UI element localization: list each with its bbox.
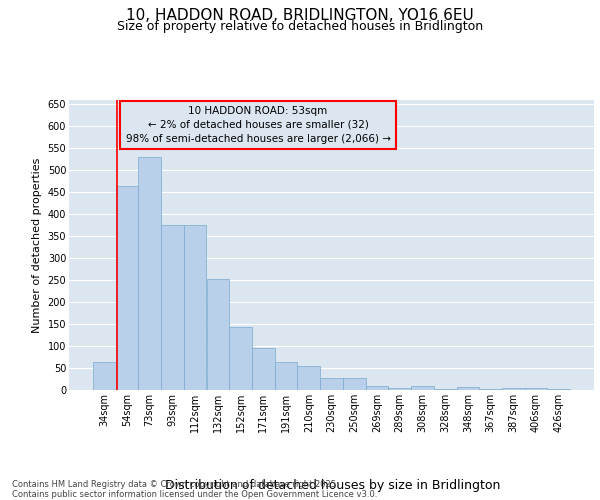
Text: Contains HM Land Registry data © Crown copyright and database right 2025.
Contai: Contains HM Land Registry data © Crown c… [12,480,377,499]
Text: Size of property relative to detached houses in Bridlington: Size of property relative to detached ho… [117,20,483,33]
Bar [229,327,252,390]
Bar [161,225,184,390]
Text: 10 HADDON ROAD: 53sqm
← 2% of detached houses are smaller (32)
98% of semi-detac: 10 HADDON ROAD: 53sqm ← 2% of detached h… [125,106,391,144]
Text: 10, HADDON ROAD, BRIDLINGTON, YO16 6EU: 10, HADDON ROAD, BRIDLINGTON, YO16 6EU [126,8,474,22]
Bar [298,366,320,390]
Bar [457,387,479,390]
Bar [365,386,388,390]
Bar [547,388,570,390]
Bar [275,362,298,390]
Bar [388,388,411,390]
Bar [184,225,206,390]
Bar [502,388,524,390]
Bar [252,348,275,390]
Text: Distribution of detached houses by size in Bridlington: Distribution of detached houses by size … [166,480,500,492]
Bar [343,378,365,390]
Bar [524,388,547,390]
Bar [93,362,116,390]
Bar [479,388,502,390]
Bar [411,386,434,390]
Y-axis label: Number of detached properties: Number of detached properties [32,158,42,332]
Bar [434,388,457,390]
Bar [320,378,343,390]
Bar [139,157,161,390]
Bar [206,280,229,390]
Bar [116,186,139,390]
